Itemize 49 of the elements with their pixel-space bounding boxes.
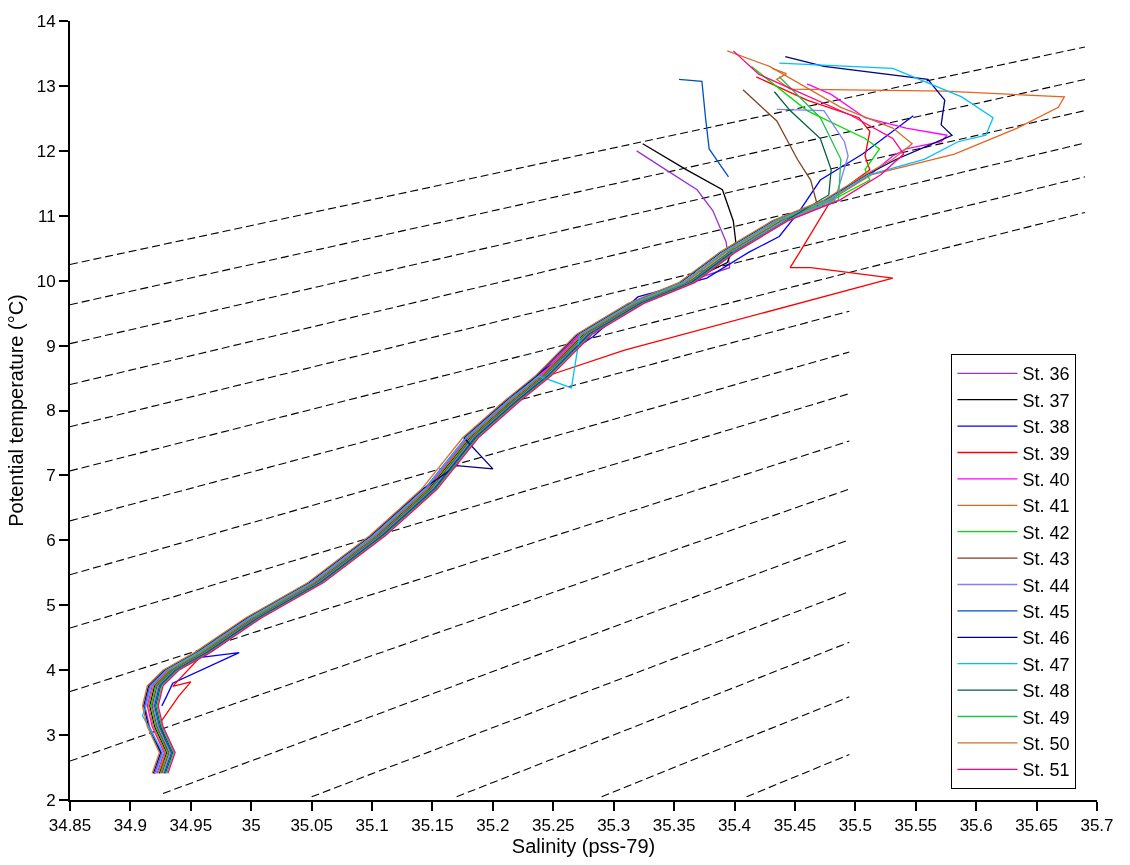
- x-tick-label: 35.7: [1080, 816, 1114, 836]
- x-tick-label: 35.65: [1015, 816, 1058, 836]
- legend-label: St. 48: [1022, 681, 1070, 702]
- x-tick-label: 35.2: [476, 816, 510, 836]
- x-tick-label: 34.9: [113, 816, 147, 836]
- x-tick-label: 35.3: [597, 816, 631, 836]
- x-tick-label: 35.1: [355, 816, 389, 836]
- x-tick-label: 35.4: [717, 816, 752, 836]
- y-tick-label: 4: [46, 661, 56, 681]
- x-axis-title: Salinity (pss-79): [511, 835, 656, 858]
- legend-label: St. 47: [1022, 654, 1070, 675]
- x-tick-label: 35.6: [959, 816, 993, 836]
- x-tick-label: 35.35: [652, 816, 696, 836]
- legend-label: St. 36: [1022, 364, 1070, 385]
- x-tick-label: 35.45: [773, 816, 817, 836]
- x-tick-label: 34.95: [169, 816, 213, 836]
- legend-label: St. 45: [1022, 601, 1070, 622]
- x-tick-label: 35.05: [290, 816, 333, 836]
- legend-label: St. 38: [1022, 417, 1070, 438]
- y-tick-label: 13: [36, 76, 56, 96]
- legend-label: St. 43: [1022, 549, 1070, 570]
- y-tick-label: 8: [46, 401, 56, 421]
- y-tick-label: 10: [36, 271, 56, 291]
- legend-label: St. 50: [1022, 733, 1070, 754]
- legend-label: St. 42: [1022, 522, 1070, 543]
- y-tick-label: 3: [46, 726, 56, 746]
- y-tick-label: 12: [36, 141, 56, 161]
- legend-label: St. 40: [1022, 469, 1070, 490]
- y-tick-label: 11: [37, 206, 56, 226]
- legend-label: St. 39: [1022, 443, 1070, 464]
- legend-label: St. 51: [1022, 760, 1070, 781]
- legend-label: St. 49: [1022, 707, 1070, 728]
- legend-label: St. 44: [1022, 575, 1070, 596]
- y-tick-label: 6: [46, 531, 56, 551]
- x-tick-label: 35: [241, 816, 261, 836]
- x-tick-label: 35.55: [894, 816, 938, 836]
- x-tick-label: 35.5: [838, 816, 872, 836]
- y-tick-label: 14: [36, 11, 56, 31]
- x-tick-label: 35.15: [411, 816, 454, 836]
- x-tick-label: 34.85: [48, 816, 92, 836]
- legend-label: St. 46: [1022, 628, 1070, 649]
- y-tick-label: 5: [46, 596, 56, 616]
- y-tick-label: 2: [46, 790, 56, 810]
- y-tick-label: 9: [46, 336, 56, 356]
- x-tick-label: 35.25: [532, 816, 575, 836]
- y-tick-label: 7: [46, 466, 56, 486]
- legend-label: St. 37: [1022, 390, 1070, 411]
- legend-label: St. 41: [1022, 496, 1070, 517]
- y-axis-title: Potential temperature (°C): [4, 294, 27, 527]
